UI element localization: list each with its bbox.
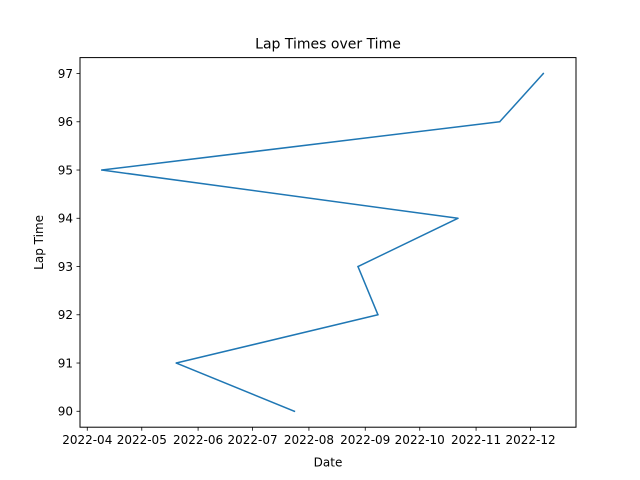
x-tick-label: 2022-11 <box>451 433 501 447</box>
y-tick-label: 97 <box>58 67 73 81</box>
x-tick-label: 2022-07 <box>228 433 278 447</box>
x-tick-label: 2022-09 <box>340 433 390 447</box>
y-tick-label: 90 <box>58 405 73 419</box>
x-tick-label: 2022-06 <box>173 433 223 447</box>
y-tick-label: 92 <box>58 308 73 322</box>
y-axis-ticks: 90 91 92 93 94 95 96 97 <box>58 67 80 419</box>
y-tick-label: 96 <box>58 115 73 129</box>
series-layer <box>101 72 545 413</box>
data-point <box>542 72 545 75</box>
x-tick-label: 2022-05 <box>117 433 167 447</box>
x-tick-label: 2022-10 <box>395 433 445 447</box>
x-tick-label: 2022-12 <box>506 433 556 447</box>
data-point <box>457 217 459 220</box>
data-point <box>357 265 359 268</box>
data-point <box>377 314 379 316</box>
data-point <box>293 410 296 413</box>
y-axis-label: Lap Time <box>32 215 46 270</box>
data-point <box>101 169 103 171</box>
x-tick-label: 2022-04 <box>62 433 112 447</box>
y-tick-label: 91 <box>58 356 73 370</box>
x-axis-label: Date <box>314 456 343 470</box>
chart-title: Lap Times over Time <box>255 37 401 53</box>
plot-frame <box>79 57 577 428</box>
data-point <box>498 121 501 123</box>
x-tick-label: 2022-08 <box>284 433 334 447</box>
y-tick-label: 93 <box>58 260 73 274</box>
x-axis-ticks: 2022-04 2022-05 2022-06 2022-07 2022-08 2022-… <box>62 427 556 447</box>
y-tick-label: 94 <box>58 212 73 226</box>
y-tick-label: 95 <box>58 163 73 177</box>
data-point <box>175 362 178 364</box>
series-line <box>101 72 545 413</box>
